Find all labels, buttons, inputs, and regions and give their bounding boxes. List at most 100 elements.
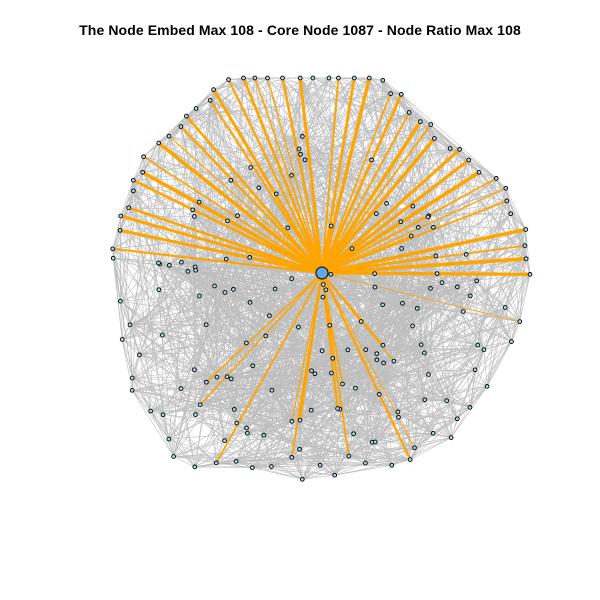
network-node bbox=[193, 106, 199, 111]
network-edge bbox=[213, 77, 255, 90]
network-edge bbox=[466, 213, 511, 255]
network-edge bbox=[382, 80, 391, 94]
network-node bbox=[296, 146, 302, 152]
network-edge bbox=[158, 262, 301, 421]
network-edge bbox=[194, 77, 283, 217]
network-edge bbox=[329, 159, 372, 326]
network-node bbox=[231, 407, 237, 412]
network-node bbox=[228, 177, 234, 183]
network-edge bbox=[139, 354, 195, 370]
highlight-edge bbox=[321, 255, 436, 274]
network-node bbox=[244, 425, 249, 431]
network-node bbox=[398, 219, 404, 225]
network-edge bbox=[342, 344, 478, 385]
network-edge bbox=[382, 80, 421, 122]
network-edge bbox=[254, 77, 402, 95]
network-edge bbox=[236, 461, 272, 467]
highlight-edge bbox=[227, 79, 323, 274]
network-node bbox=[384, 201, 389, 206]
network-edge bbox=[195, 289, 234, 415]
network-node bbox=[466, 157, 472, 163]
network-edge bbox=[168, 438, 217, 464]
network-node bbox=[126, 205, 132, 211]
network-edge bbox=[194, 462, 217, 468]
highlight-edge bbox=[321, 93, 392, 274]
network-edge bbox=[142, 142, 159, 173]
network-node bbox=[372, 439, 378, 445]
network-edge bbox=[469, 341, 512, 408]
network-edge bbox=[247, 432, 292, 458]
network-edge bbox=[511, 274, 531, 342]
highlight-edge bbox=[321, 123, 432, 274]
network-edge bbox=[226, 376, 265, 436]
highlight-edge bbox=[212, 88, 324, 274]
network-node bbox=[366, 75, 372, 81]
network-edge bbox=[433, 433, 452, 438]
network-edge bbox=[449, 148, 464, 312]
network-edge bbox=[132, 387, 356, 391]
highlight-edge bbox=[321, 272, 362, 323]
network-node bbox=[444, 398, 450, 404]
highlight-edge bbox=[180, 125, 323, 274]
network-edge bbox=[430, 288, 434, 434]
network-node bbox=[156, 260, 161, 266]
highlight-edge bbox=[199, 272, 323, 406]
network-edge bbox=[428, 374, 471, 408]
network-edge bbox=[383, 349, 484, 364]
network-node bbox=[467, 405, 473, 410]
network-edge bbox=[247, 394, 380, 434]
network-edge bbox=[376, 359, 447, 401]
network-edge bbox=[417, 308, 429, 375]
network-node bbox=[178, 124, 184, 129]
network-edge bbox=[424, 399, 447, 401]
network-edge bbox=[414, 437, 452, 449]
network-edge bbox=[408, 112, 435, 139]
network-edge bbox=[224, 440, 303, 480]
network-edge bbox=[505, 274, 531, 308]
network-edge bbox=[121, 339, 133, 391]
network-node bbox=[493, 176, 499, 181]
network-edge bbox=[374, 188, 506, 288]
network-edge bbox=[430, 124, 467, 255]
highlight-edge bbox=[320, 137, 436, 275]
network-edge bbox=[181, 258, 227, 263]
network-node bbox=[137, 352, 142, 358]
network-edge bbox=[291, 457, 335, 476]
network-edge bbox=[525, 258, 531, 275]
network-edge bbox=[139, 354, 151, 412]
network-edge bbox=[302, 474, 335, 480]
network-edge bbox=[226, 344, 422, 377]
network-node bbox=[297, 75, 303, 81]
highlight-edge bbox=[298, 77, 324, 274]
network-edge bbox=[401, 94, 497, 179]
network-node bbox=[298, 151, 303, 157]
network-edge bbox=[478, 172, 497, 179]
network-edge bbox=[382, 304, 464, 312]
network-edge bbox=[131, 390, 151, 412]
network-edge bbox=[434, 138, 460, 150]
network-node bbox=[191, 214, 197, 219]
network-node bbox=[319, 348, 325, 354]
network-edge bbox=[169, 265, 333, 359]
network-node bbox=[225, 218, 230, 224]
network-edge bbox=[310, 286, 376, 411]
network-node bbox=[527, 272, 533, 277]
network-edge bbox=[158, 262, 324, 285]
network-edge bbox=[347, 349, 393, 466]
network-edge bbox=[397, 344, 422, 412]
network-edge bbox=[365, 462, 392, 466]
network-node bbox=[118, 213, 124, 219]
network-edge bbox=[200, 400, 447, 405]
network-edge bbox=[159, 263, 270, 316]
highlight-edge bbox=[321, 187, 507, 274]
network-edge bbox=[205, 79, 229, 325]
network-edge bbox=[355, 388, 393, 466]
network-edge bbox=[398, 349, 485, 418]
network-node bbox=[407, 457, 413, 462]
network-edge bbox=[216, 409, 235, 463]
network-edge bbox=[194, 369, 335, 476]
network-node bbox=[346, 453, 352, 459]
network-edge bbox=[173, 349, 348, 457]
network-edge bbox=[194, 466, 253, 468]
network-edge bbox=[158, 262, 356, 389]
